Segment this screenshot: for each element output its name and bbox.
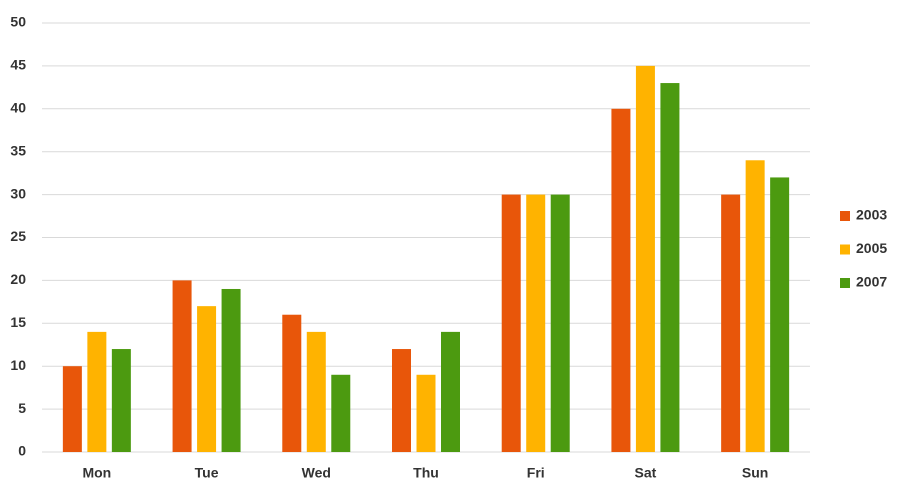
- x-tick-label: Thu: [413, 465, 439, 481]
- bar: [611, 108, 631, 453]
- x-tick-label: Wed: [302, 465, 331, 481]
- bar: [660, 83, 680, 452]
- bar: [282, 314, 302, 452]
- bar: [392, 349, 411, 452]
- bar: [501, 194, 521, 452]
- legend-swatch: [840, 244, 850, 255]
- bar: [770, 177, 790, 452]
- bar: [745, 160, 765, 452]
- bar: [416, 374, 436, 452]
- legend-label: 2003: [856, 207, 887, 223]
- bar: [526, 194, 546, 452]
- bar: [331, 374, 351, 452]
- y-tick-label: 30: [10, 185, 26, 201]
- y-tick-label: 0: [18, 443, 26, 459]
- bar: [172, 280, 192, 452]
- bar: [550, 194, 570, 452]
- legend-label: 2005: [856, 240, 887, 256]
- bar: [635, 65, 655, 453]
- y-tick-label: 15: [10, 314, 26, 330]
- y-tick-label: 40: [10, 100, 26, 116]
- y-tick-label: 25: [10, 228, 26, 244]
- y-tick-label: 50: [10, 14, 26, 30]
- bar: [306, 331, 326, 452]
- y-tick-label: 35: [10, 142, 26, 158]
- y-tick-label: 20: [10, 271, 26, 287]
- bar: [111, 349, 131, 452]
- y-tick-label: 5: [18, 400, 26, 416]
- legend-swatch: [840, 211, 850, 221]
- bar: [87, 331, 107, 452]
- x-tick-label: Sun: [742, 465, 768, 481]
- x-tick-label: Mon: [82, 465, 111, 481]
- y-tick-label: 10: [10, 357, 26, 373]
- legend-label: 2007: [856, 274, 887, 290]
- bar: [441, 331, 460, 452]
- bar: [62, 366, 82, 452]
- x-tick-label: Fri: [527, 465, 545, 481]
- bar: [197, 306, 217, 452]
- legend-swatch: [840, 278, 850, 288]
- bar: [221, 288, 241, 452]
- x-tick-label: Sat: [635, 465, 657, 481]
- y-tick-label: 45: [10, 57, 26, 73]
- bar: [721, 194, 741, 452]
- x-tick-label: Tue: [195, 465, 219, 481]
